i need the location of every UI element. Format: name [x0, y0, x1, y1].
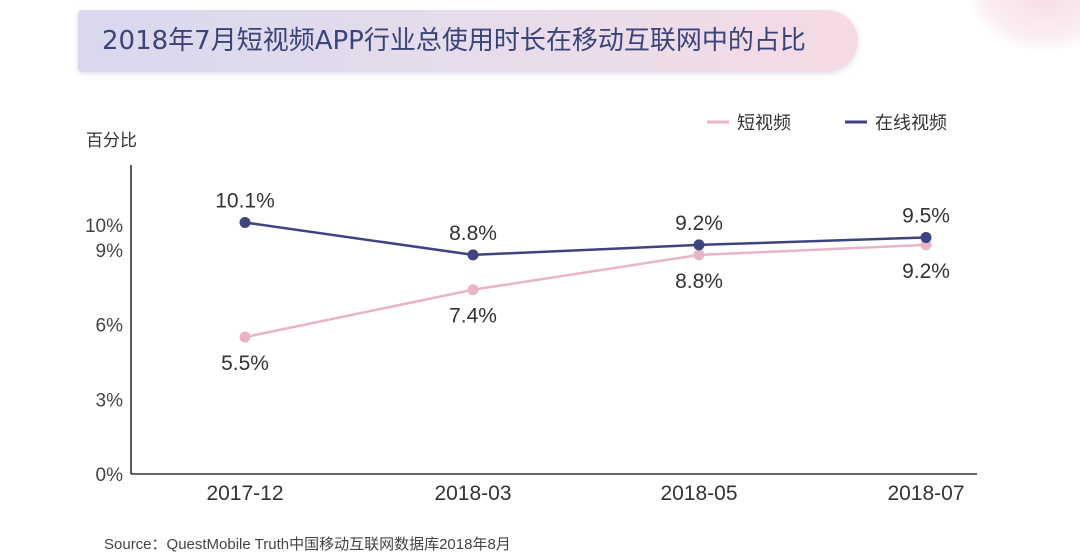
legend-online-video-label: 在线视频 — [875, 113, 947, 134]
point-short-video — [693, 249, 705, 261]
data-label-short-video: 8.8% — [675, 270, 723, 293]
point-online-video — [920, 231, 932, 243]
data-label-online-video: 10.1% — [215, 190, 275, 213]
point-short-video — [467, 284, 479, 296]
series-line-short-video — [244, 243, 927, 339]
x-tick-label: 2018-05 — [660, 482, 737, 505]
data-label-online-video: 9.2% — [675, 212, 723, 235]
x-tick-label: 2017-12 — [206, 482, 283, 505]
y-tick-label: 3% — [96, 390, 124, 411]
data-label-short-video: 5.5% — [221, 352, 269, 375]
y-tick-label: 0% — [96, 465, 124, 486]
y-tick-label: 10% — [85, 216, 123, 237]
data-label-online-video: 8.8% — [449, 222, 497, 245]
y-axis-title: 百分比 — [86, 131, 137, 151]
chart-points — [239, 217, 932, 343]
data-label-short-video: 9.2% — [902, 260, 950, 283]
y-tick-label: 6% — [96, 316, 124, 337]
y-tick-label: 9% — [96, 241, 124, 262]
series-line-online-video — [244, 221, 927, 257]
line-chart: 百分比 0% 3% 6% 9% 10% 2017-12 2018-03 2018-05 2018-… — [85, 113, 977, 505]
point-online-video — [693, 239, 705, 251]
title-banner: 2018年7月短视频APP行业总使用时长在移动互联网中的占比 — [78, 10, 858, 72]
chart-axes: 百分比 0% 3% 6% 9% 10% 2017-12 2018-03 2018-05 2018-… — [85, 131, 977, 505]
point-online-video — [239, 217, 251, 229]
source-note: Source：QuestMobile Truth中国移动互联网数据库2018年8… — [104, 536, 511, 553]
data-label-short-video: 7.4% — [449, 305, 497, 328]
x-tick-label: 2018-03 — [434, 482, 511, 505]
chart-data-labels: 5.5% 7.4% 8.8% 9.2% 10.1% 8.8% 9.2% 9.5% — [215, 190, 950, 376]
legend-short-video-label: 短视频 — [737, 113, 791, 134]
x-tick-label: 2018-07 — [887, 482, 964, 505]
page-title: 2018年7月短视频APP行业总使用时长在移动互联网中的占比 — [102, 26, 806, 56]
data-label-online-video: 9.5% — [902, 204, 950, 227]
point-online-video — [467, 249, 479, 261]
chart-legend: 短视频 在线视频 — [707, 113, 947, 134]
chart-lines — [244, 221, 927, 339]
point-short-video — [239, 331, 251, 343]
